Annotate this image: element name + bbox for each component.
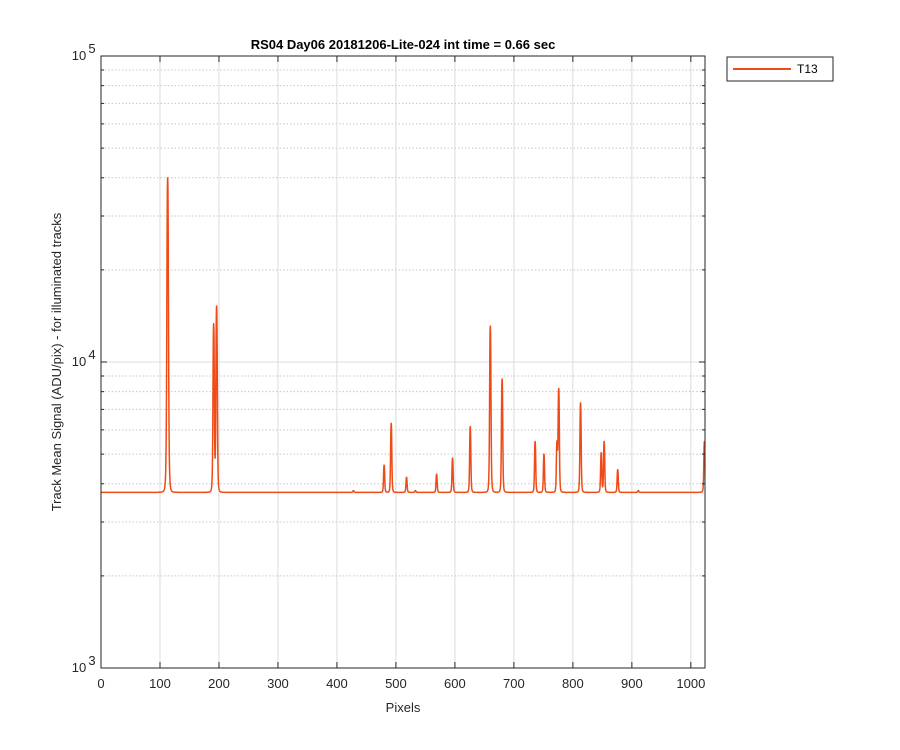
x-tick-label: 100 — [149, 676, 171, 691]
x-tick-label: 600 — [444, 676, 466, 691]
y-tick-label: 10 — [72, 48, 86, 63]
y-axis-label: Track Mean Signal (ADU/pix) - for illumi… — [49, 212, 64, 511]
x-axis-label: Pixels — [386, 700, 421, 715]
chart-title: RS04 Day06 20181206-Lite-024 int time = … — [251, 37, 556, 52]
series-line-t13 — [101, 177, 705, 494]
y-tick-exponent: 4 — [88, 347, 95, 362]
y-tick-label: 10 — [72, 354, 86, 369]
x-tick-label: 400 — [326, 676, 348, 691]
x-tick-label: 800 — [562, 676, 584, 691]
x-tick-label: 500 — [385, 676, 407, 691]
x-tick-label: 200 — [208, 676, 230, 691]
x-tick-label: 700 — [503, 676, 525, 691]
y-tick-exponent: 3 — [88, 653, 95, 668]
x-axis: 0 100 200 300 400 500 600 700 800 900 1000 — [97, 56, 705, 691]
x-tick-label: 900 — [621, 676, 643, 691]
x-tick-label: 300 — [267, 676, 289, 691]
series-group — [101, 177, 705, 494]
legend-label-t13: T13 — [797, 62, 818, 76]
x-tick-label: 1000 — [676, 676, 705, 691]
x-tick-label: 0 — [97, 676, 104, 691]
legend: T13 — [726, 56, 834, 82]
y-tick-label: 10 — [72, 660, 86, 675]
y-tick-exponent: 5 — [88, 41, 95, 56]
